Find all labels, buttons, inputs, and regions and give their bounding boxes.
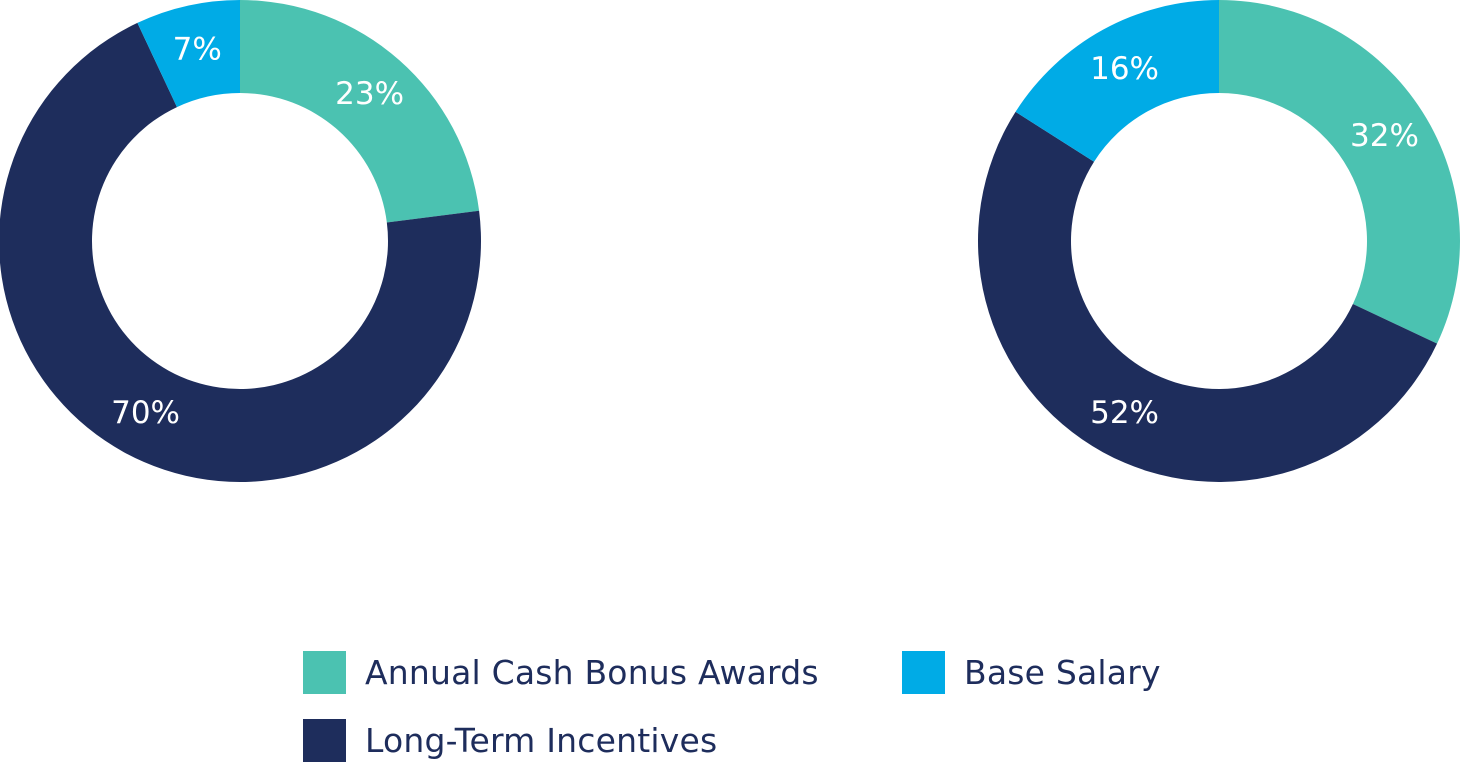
slice-label-long-term-incentives: 52% [1090, 395, 1159, 431]
slice-label-annual-cash-bonus-awards: 32% [1350, 118, 1419, 154]
legend-label: Long-Term Incentives [365, 720, 718, 760]
slice-label-annual-cash-bonus-awards: 23% [335, 76, 404, 112]
legend-swatch-long-term-incentives [303, 718, 346, 762]
legend-item-base-salary: Base Salary [902, 650, 1161, 694]
legend-label: Annual Cash Bonus Awards [365, 652, 819, 692]
donut-slice-annual-cash-bonus-awards [240, 0, 480, 223]
legend-swatch-base-salary [902, 650, 945, 694]
donut-slice-annual-cash-bonus-awards [1219, 0, 1460, 344]
slice-label-base-salary: 7% [173, 32, 222, 68]
legend-swatch-annual-cash-bonus-awards [303, 650, 346, 694]
donut-chart-left: 23% 70% 7% [0, 0, 481, 482]
legend-label: Base Salary [964, 652, 1161, 692]
donut-slice-long-term-incentives [0, 22, 481, 482]
legend: Annual Cash Bonus Awards Base Salary Lon… [303, 648, 1203, 762]
slice-label-long-term-incentives: 70% [111, 395, 180, 431]
donut-slice-long-term-incentives [978, 111, 1438, 482]
slice-label-base-salary: 16% [1090, 51, 1159, 87]
donut-chart-right: 32% 52% 16% [978, 0, 1460, 482]
donut-slice-base-salary [137, 0, 240, 108]
donut-slice-base-salary [1015, 0, 1219, 162]
legend-item-annual-cash-bonus-awards: Annual Cash Bonus Awards [303, 650, 819, 694]
legend-item-long-term-incentives: Long-Term Incentives [303, 718, 717, 762]
